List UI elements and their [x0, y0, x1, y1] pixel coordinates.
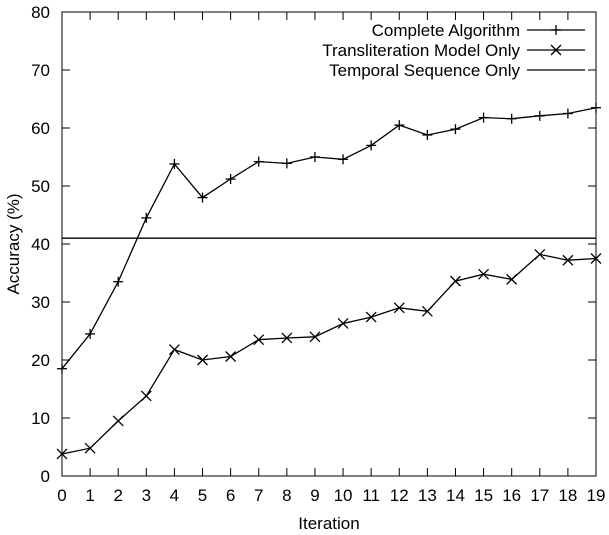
x-tick-label: 12: [390, 486, 409, 505]
data-point: [562, 254, 574, 266]
series-line: [61, 253, 597, 455]
series-0: [57, 102, 601, 374]
x-tick-label: 7: [254, 486, 263, 505]
data-point: [168, 344, 180, 356]
y-tick-label: 80: [31, 3, 50, 22]
x-tick-label: 5: [198, 486, 207, 505]
x-tick-label: 3: [142, 486, 151, 505]
data-point: [365, 311, 377, 323]
y-tick-label: 0: [41, 467, 50, 486]
data-point: [56, 448, 68, 460]
data-point: [197, 354, 208, 366]
plot-frame: [61, 11, 597, 477]
y-tick-label: 10: [31, 409, 50, 428]
x-tick-label: 9: [310, 486, 319, 505]
data-point: [281, 332, 293, 344]
data-point: [590, 253, 602, 264]
x-axis-title: Iteration: [298, 514, 359, 533]
x-tick-label: 18: [558, 486, 577, 505]
data-point: [253, 334, 265, 346]
x-tick-label: 17: [530, 486, 549, 505]
legend-marker: [550, 44, 562, 56]
x-tick-label: 13: [418, 486, 437, 505]
data-point: [309, 331, 321, 343]
x-tick-label: 11: [362, 486, 380, 505]
y-tick-label: 70: [31, 61, 50, 80]
data-point: [450, 275, 461, 287]
x-tick-label: 4: [170, 486, 179, 505]
x-tick-label: 2: [113, 486, 122, 505]
x-tick-label: 10: [334, 486, 353, 505]
x-tick-label: 16: [502, 486, 521, 505]
x-tick-label: 0: [57, 486, 66, 505]
data-point: [421, 305, 433, 317]
data-point: [112, 415, 124, 427]
legend-label: Temporal Sequence Only: [329, 61, 520, 80]
y-tick-label: 40: [31, 235, 50, 254]
legend-label: Transliteration Model Only: [322, 41, 520, 60]
y-tick-label: 30: [31, 293, 50, 312]
y-tick-label: 60: [31, 119, 50, 138]
data-point: [534, 248, 546, 260]
legend-label: Complete Algorithm: [372, 21, 520, 40]
y-tick-label: 50: [31, 177, 50, 196]
data-point: [337, 318, 349, 329]
y-tick-label: 20: [31, 351, 50, 370]
x-tick-label: 14: [446, 486, 465, 505]
data-point: [140, 390, 152, 402]
data-point: [478, 268, 490, 280]
series-layer: [56, 102, 602, 460]
x-tick-label: 19: [587, 486, 606, 505]
x-tick-label: 6: [226, 486, 235, 505]
x-tick-label: 8: [282, 486, 291, 505]
y-axis-title: Accuracy (%): [4, 193, 23, 294]
data-point: [225, 351, 237, 362]
x-tick-label: 15: [474, 486, 493, 505]
data-point: [393, 302, 405, 314]
data-point: [506, 273, 518, 285]
data-point: [84, 442, 96, 454]
series-1: [56, 248, 602, 460]
x-tick-label: 1: [85, 486, 94, 505]
